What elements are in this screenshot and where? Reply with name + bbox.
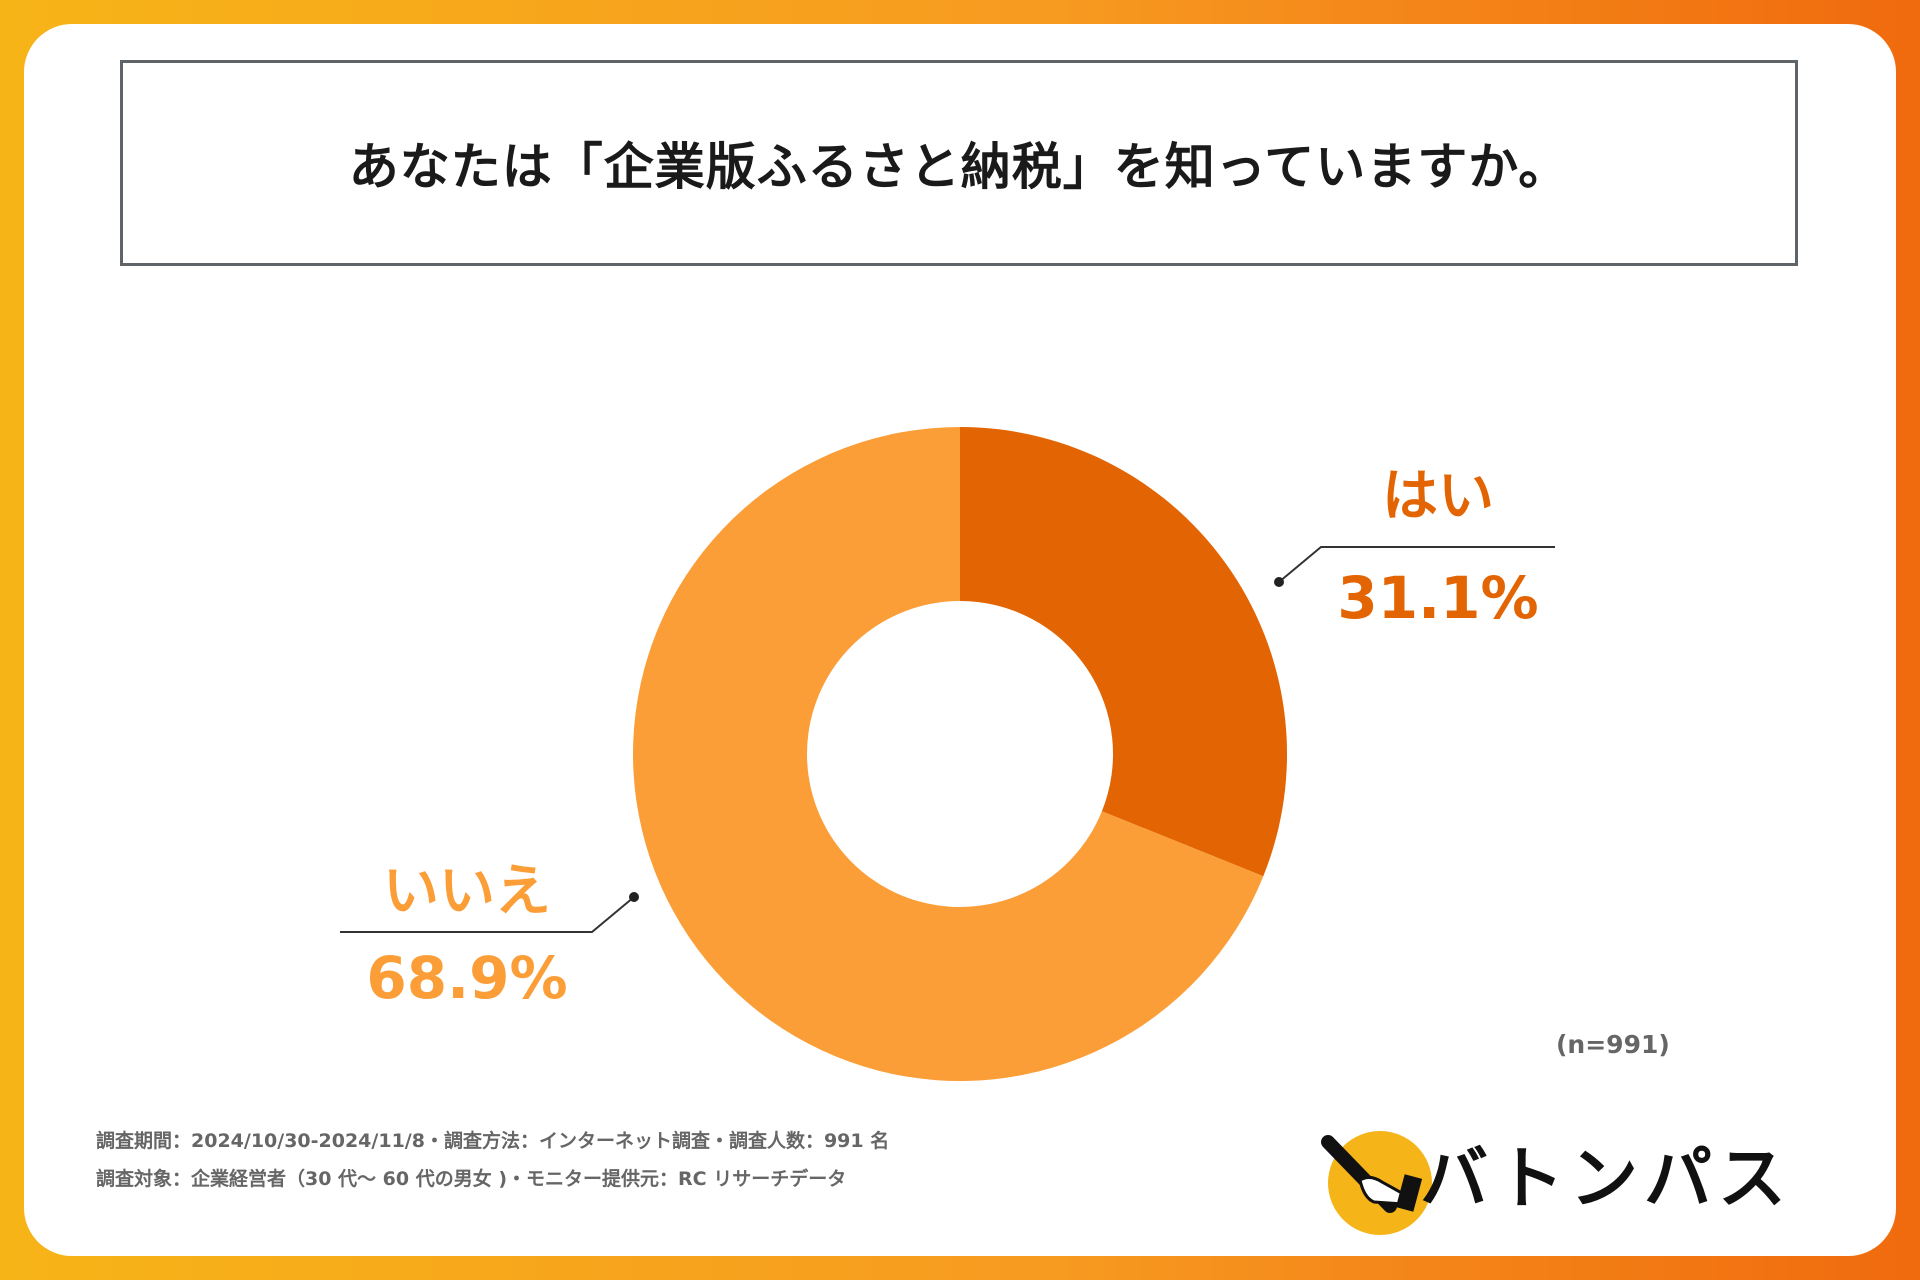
survey-note-period: 調査期間：2024/10/30-2024/11/8・調査方法：インターネット調査… xyxy=(96,1130,890,1152)
title-box: あなたは「企業版ふるさと納税」を知っていますか。 xyxy=(120,60,1798,266)
leader-dot-no xyxy=(629,892,639,902)
slice-no xyxy=(633,427,1264,1081)
slice-yes xyxy=(960,427,1288,877)
leader-dot-yes xyxy=(1274,577,1284,587)
logo-icon xyxy=(1321,1131,1432,1235)
slices-group xyxy=(633,427,1288,1081)
logo-text: バトンパス xyxy=(1420,1140,1793,1219)
chart-title: あなたは「企業版ふるさと納税」を知っていますか。 xyxy=(348,138,1570,196)
sample-size-label: (n=991) xyxy=(1556,1030,1670,1059)
slice-label-no: いいえ xyxy=(383,859,551,924)
leader-line-yes xyxy=(1278,546,1555,583)
slice-value-no: 68.9% xyxy=(366,944,567,1012)
slice-label-yes: はい xyxy=(1382,464,1494,529)
slice-value-yes: 31.1% xyxy=(1337,564,1538,632)
leader-line-no xyxy=(340,896,635,933)
survey-note-target: 調査対象：企業経営者（30 代～ 60 代の男女 )・モニター提供元：RC リサ… xyxy=(96,1168,847,1190)
